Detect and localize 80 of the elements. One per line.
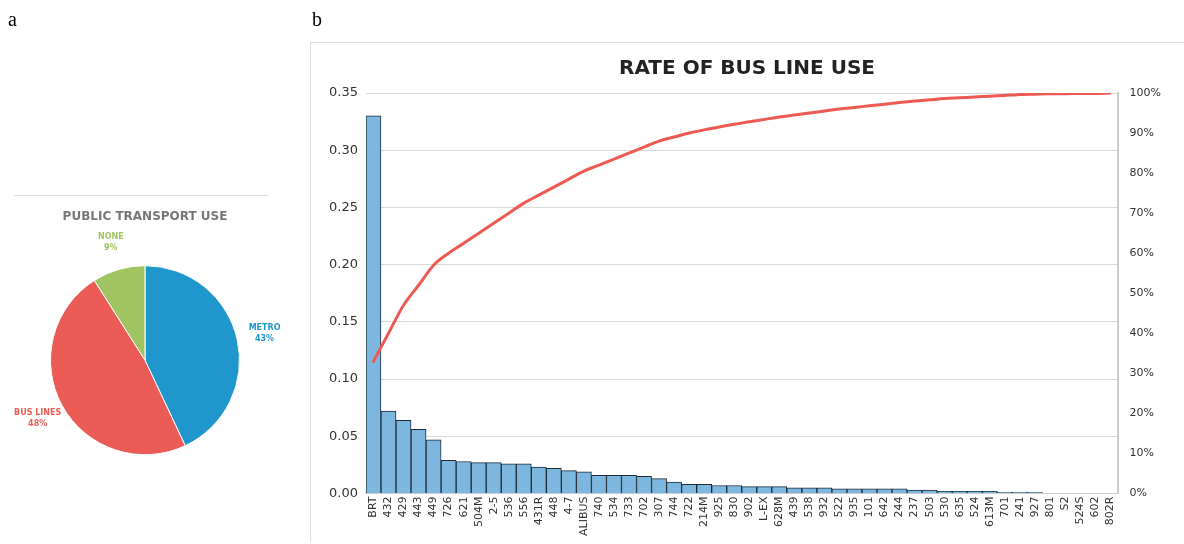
y-tick-label: 0.00 [328,484,358,500]
x-tick-label: 534 [606,496,620,518]
x-tick-label: 530 [937,496,951,518]
y-tick-label: 0.30 [328,141,358,157]
x-tick-label: 449 [426,496,440,518]
x-tick-label: 830 [727,496,741,518]
y2-tick-label: 0% [1129,486,1148,500]
x-tick-label: L-EX [757,496,771,521]
x-tick-label: 902 [742,496,756,518]
x-tick-label: 503 [922,496,936,518]
data-label: 48% [28,419,48,429]
y2-tick-label: 10% [1129,446,1155,460]
y-tick-label: 0.35 [328,84,358,100]
x-tick-label: 432 [381,496,395,518]
x-tick-label: 504M [471,496,485,528]
data-label: 43% [254,333,275,343]
y-tick-label: 0.10 [328,370,358,386]
y-tick-label: 0.05 [328,427,358,443]
x-tick-label: 556 [516,496,530,518]
data-label: 9% [104,242,118,252]
slice-label: BUS LINES [14,408,62,418]
x-tick-label: 538 [802,496,816,518]
y-tick-label: 0.25 [328,198,358,214]
x-tick-label: 802R [1102,496,1116,526]
x-tick-label: 801 [1042,496,1056,518]
y2-tick-label: 20% [1129,406,1155,420]
x-tick-label: 244 [892,496,906,518]
chart-title: PUBLIC TRANSPORT USE [62,209,228,224]
x-tick-label: 214M [697,496,711,528]
x-tick-label: 237 [907,496,921,518]
x-tick-label: 744 [666,496,680,518]
x-tick-label: S2 [1057,496,1071,511]
x-tick-label: 439 [787,496,801,518]
y-tick-label: 0.20 [328,256,358,272]
x-tick-label: 927 [1027,496,1041,518]
y2-tick-label: 100% [1129,85,1162,99]
x-tick-label: 524S [1072,496,1086,525]
x-tick-label: 429 [396,496,410,518]
x-tick-label: 621 [456,496,470,518]
x-tick-label: 740 [591,496,605,518]
y2-tick-label: 80% [1129,165,1155,179]
slice-label: NONE [98,231,124,241]
y-tick-label: 0.15 [328,313,358,329]
x-tick-label: 932 [817,496,831,518]
x-tick-label: ALIBUS [576,496,590,537]
y2-tick-label: 90% [1129,125,1155,139]
x-tick-label: 101 [862,496,876,518]
text: b [312,8,322,31]
text: a [8,8,17,31]
x-tick-label: 443 [411,496,425,518]
y2-tick-label: 40% [1129,326,1155,340]
x-tick-label: 702 [636,496,650,518]
x-tick-label: BRT [366,496,380,518]
x-tick-label: 2-5 [486,496,500,515]
slice-label: METRO [248,322,281,332]
x-tick-label: 431R [531,496,545,526]
x-tick-label: 733 [621,496,635,518]
x-tick-label: 602 [1087,496,1101,518]
x-tick-label: 642 [877,496,891,518]
y2-tick-label: 60% [1129,246,1155,260]
x-tick-label: 935 [847,496,861,518]
x-tick-label: 307 [651,496,665,518]
x-tick-label: 726 [441,496,455,518]
y2-tick-label: 50% [1129,286,1155,300]
x-tick-label: 613M [982,496,996,528]
x-tick-label: 701 [997,496,1011,518]
x-tick-label: 524 [967,496,981,518]
chart-title: RATE OF BUS LINE USE [619,55,875,80]
x-tick-label: 722 [682,496,695,518]
line-series [371,93,1112,363]
y2-tick-label: 30% [1129,366,1155,380]
y2-tick-label: 70% [1129,206,1155,220]
x-tick-label: 522 [832,496,846,518]
x-tick-label: 241 [1012,496,1026,518]
x-tick-label: 628M [772,496,786,528]
x-tick-label: 925 [712,496,726,518]
x-tick-label: 448 [546,496,560,518]
x-tick-label: 536 [501,496,515,518]
x-tick-label: 635 [952,496,966,518]
x-tick-label: 4-7 [561,496,575,515]
